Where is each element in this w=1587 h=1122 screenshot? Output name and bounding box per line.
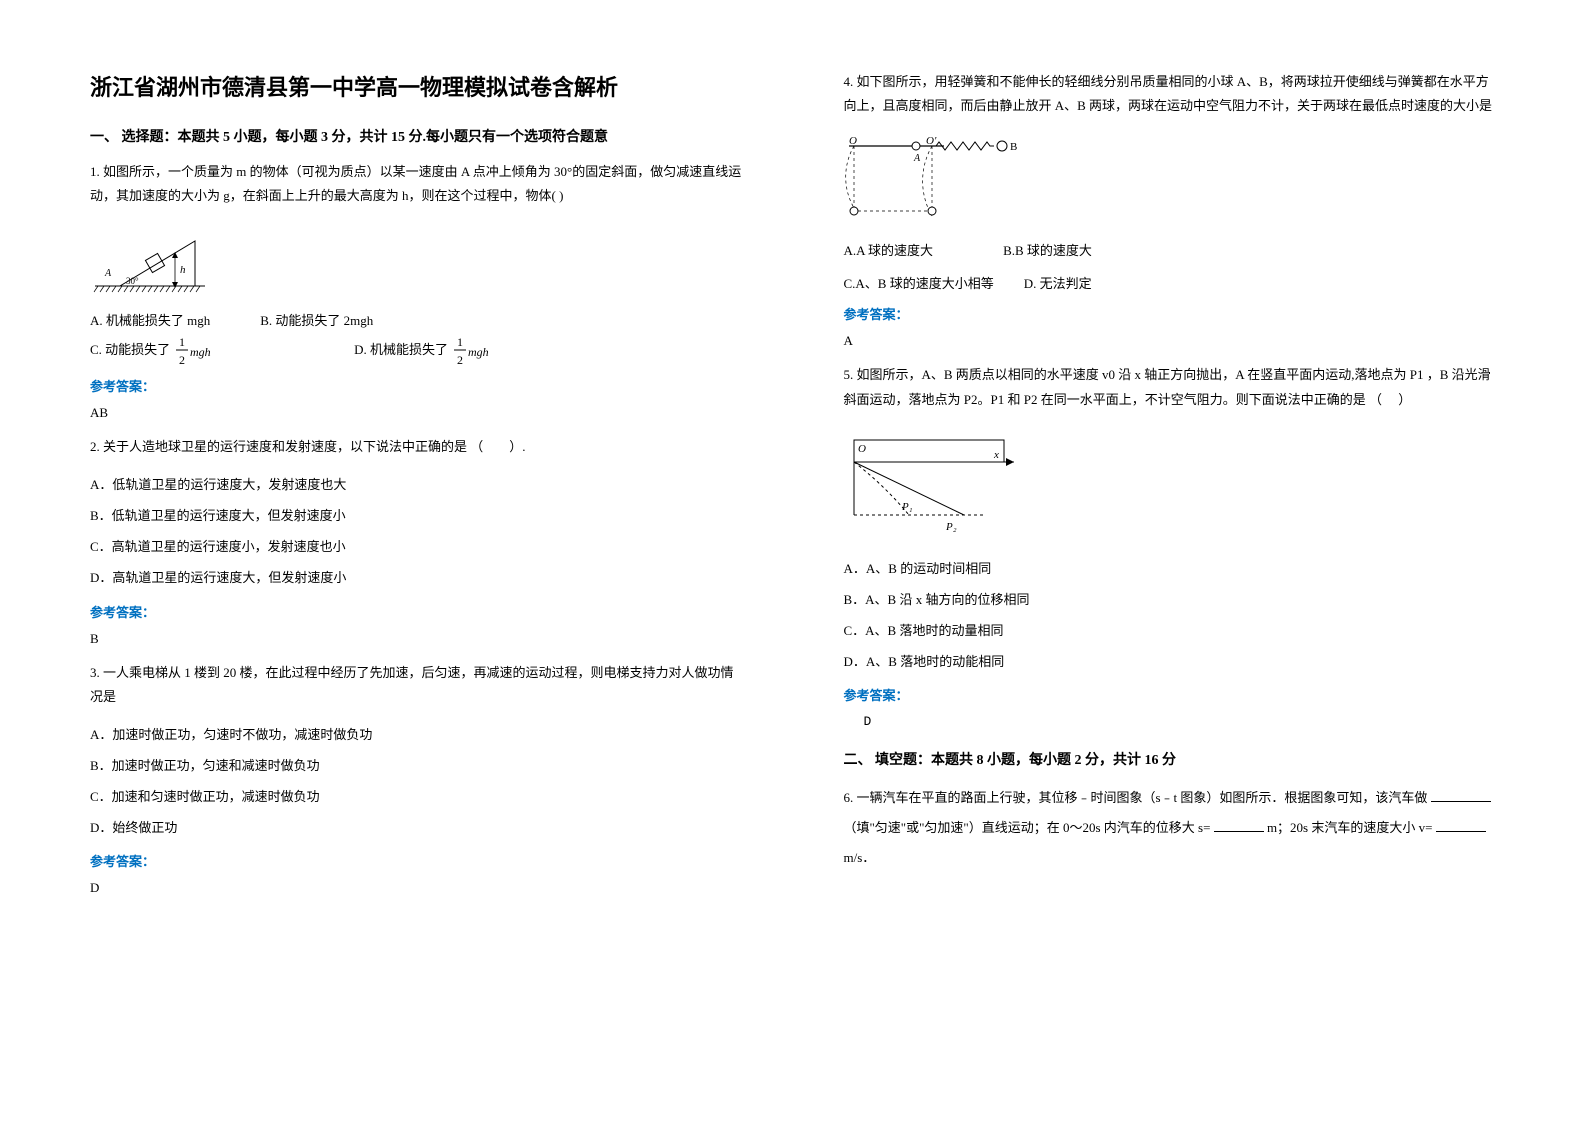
q1-optC-pre: C. 动能损失了 [90, 338, 170, 363]
svg-text:2: 2 [179, 353, 185, 367]
q4-label-B: B [1010, 141, 1017, 153]
q5-label-O: O [858, 443, 866, 455]
q1-answer-label: 参考答案： [90, 376, 744, 395]
q4-label-A: A [913, 153, 921, 164]
svg-text:1: 1 [457, 335, 463, 349]
q1-optD-pre: D. 机械能损失了 [354, 338, 448, 363]
q1-optA: A. 机械能损失了 mgh [90, 309, 210, 334]
q1-optB: B. 动能损失了 2mgh [260, 309, 373, 334]
q4-label-O: O [849, 136, 857, 147]
q1-optD: D. 机械能损失了 1 2 mgh [354, 334, 492, 368]
q3-stem: 3. 一人乘电梯从 1 楼到 20 楼，在此过程中经历了先加速，后匀速，再减速的… [90, 661, 744, 709]
section-1-title: 一、 选择题：本题共 5 小题，每小题 3 分，共计 15 分.每小题只有一个选… [90, 126, 744, 146]
q3-optD: D．始终做正功 [90, 812, 744, 843]
q5-optC: C．A、B 落地时的动量相同 [844, 615, 1498, 646]
q6-mid1: （填"匀速"或"匀加速"）直线运动；在 0～20s 内汽车的位移大 s= [844, 820, 1211, 835]
left-column: 浙江省湖州市德清县第一中学高一物理模拟试卷含解析 一、 选择题：本题共 5 小题… [0, 0, 794, 1122]
q5-optD: D．A、B 落地时的动能相同 [844, 646, 1498, 677]
section-2-title: 二、 填空题：本题共 8 小题，每小题 2 分，共计 16 分 [844, 749, 1498, 769]
q4-optA: A.A 球的速度大 [844, 239, 934, 264]
q4-label-Op: O' [926, 136, 937, 147]
q1-options-row2: C. 动能损失了 1 2 mgh D. 机械能损失了 1 2 mgh [90, 334, 744, 368]
blank-1 [1431, 789, 1491, 802]
q3-optC: C．加速和匀速时做正功，减速时做负功 [90, 781, 744, 812]
svg-text:2: 2 [457, 353, 463, 367]
blank-3 [1436, 819, 1486, 832]
q2-optA: A．低轨道卫星的运行速度大，发射速度也大 [90, 469, 744, 500]
q6-pre1: 6. 一辆汽车在平直的路面上行驶，其位移﹣时间图象（s﹣t 图象）如图所示．根据… [844, 790, 1428, 805]
q5-answer: D [864, 714, 1498, 729]
q5-label-P1: P₁ [901, 501, 913, 513]
q3-answer: D [90, 880, 744, 896]
q5-optA: A．A、B 的运动时间相同 [844, 553, 1498, 584]
q5-optB: B．A、B 沿 x 轴方向的位移相同 [844, 584, 1498, 615]
q4-stem: 4. 如下图所示，用轻弹簧和不能伸长的轻细线分别吊质量相同的小球 A、B，将两球… [844, 70, 1498, 118]
svg-text:mgh: mgh [190, 345, 211, 359]
q5-figure: O x P₁ P₂ [844, 430, 1498, 545]
svg-text:30°: 30° [126, 276, 139, 286]
svg-text:mgh: mgh [468, 345, 489, 359]
q2-answer: B [90, 631, 744, 647]
svg-text:h: h [180, 264, 186, 276]
q6-end: m/s． [844, 850, 876, 865]
q4-figure: O O' A B [844, 136, 1498, 231]
q3-optA: A．加速时做正功，匀速时不做功，减速时做负功 [90, 719, 744, 750]
q2-answer-label: 参考答案： [90, 602, 744, 621]
q1-optC: C. 动能损失了 1 2 mgh [90, 334, 214, 368]
q5-stem: 5. 如图所示，A、B 两质点以相同的水平速度 v0 沿 x 轴正方向抛出，A … [844, 363, 1498, 411]
q1-stem: 1. 如图所示，一个质量为 m 的物体（可视为质点）以某一速度由 A 点冲上倾角… [90, 160, 744, 208]
q1-answer: AB [90, 405, 744, 421]
fraction-half-mgh-icon: 1 2 mgh [174, 334, 214, 368]
page-title: 浙江省湖州市德清县第一中学高一物理模拟试卷含解析 [90, 70, 744, 102]
q5-answer-label: 参考答案： [844, 685, 1498, 704]
q1-options-row1: A. 机械能损失了 mgh B. 动能损失了 2mgh [90, 309, 744, 334]
q1-figure: h 30° A [90, 226, 744, 301]
q6: 6. 一辆汽车在平直的路面上行驶，其位移﹣时间图象（s﹣t 图象）如图所示．根据… [844, 783, 1498, 873]
q5-label-x: x [993, 449, 999, 461]
q4-optB: B.B 球的速度大 [1003, 239, 1092, 264]
q2-optD: D．高轨道卫星的运行速度大，但发射速度小 [90, 562, 744, 593]
svg-text:A: A [104, 268, 112, 279]
q2-optB: B．低轨道卫星的运行速度大，但发射速度小 [90, 500, 744, 531]
right-column: 4. 如下图所示，用轻弹簧和不能伸长的轻细线分别吊质量相同的小球 A、B，将两球… [794, 0, 1587, 1122]
q3-answer-label: 参考答案： [90, 851, 744, 870]
q4-answer: A [844, 333, 1498, 349]
q6-mid2: m；20s 末汽车的速度大小 v= [1267, 820, 1433, 835]
q4-optD: D. 无法判定 [1024, 272, 1092, 297]
q4-optC: C.A、B 球的速度大小相等 [844, 272, 994, 297]
svg-text:1: 1 [179, 335, 185, 349]
blank-2 [1214, 819, 1264, 832]
fraction-half-mgh-icon: 1 2 mgh [452, 334, 492, 368]
q2-stem: 2. 关于人造地球卫星的运行速度和发射速度，以下说法中正确的是 （ ）. [90, 435, 744, 459]
q4-answer-label: 参考答案： [844, 304, 1498, 323]
q4-row2: C.A、B 球的速度大小相等 D. 无法判定 [844, 272, 1498, 297]
q3-optB: B．加速时做正功，匀速和减速时做负功 [90, 750, 744, 781]
q5-label-P2: P₂ [945, 521, 957, 533]
q2-optC: C．高轨道卫星的运行速度小，发射速度也小 [90, 531, 744, 562]
q4-row1: A.A 球的速度大 B.B 球的速度大 [844, 239, 1498, 264]
